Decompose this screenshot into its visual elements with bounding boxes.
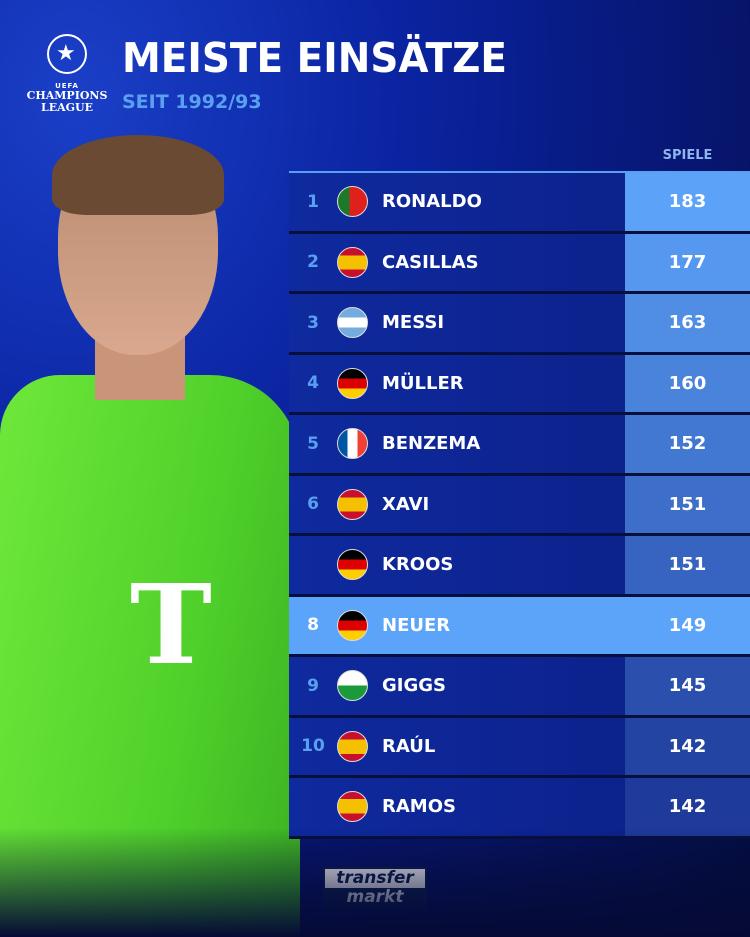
germany-flag-icon [337,549,368,581]
portugal-flag-icon [337,186,368,218]
rank: 1 [307,191,319,212]
player-name: BENZEMA [382,433,481,455]
champions-league-logo: UEFA CHAMPIONS LEAGUE [22,34,112,114]
table-row: 2 CASILLAS 177 [289,233,750,294]
brand-line2: markt [325,888,425,907]
spain-flag-icon [337,246,368,278]
table-row: 1 RONALDO 183 [289,173,750,234]
player-name: RONALDO [382,191,482,213]
rank: 6 [307,494,319,515]
table-row: RAMOS 142 [289,778,750,839]
table-row: 10 RAÚL 142 [289,717,750,778]
spain-flag-icon [337,488,368,520]
france-flag-icon [337,428,368,460]
spain-flag-icon [337,730,368,762]
games-value: 160 [625,354,750,412]
player-photo: T [0,130,330,937]
subtitle: SEIT 1992/93 [122,91,262,113]
page-title: MEISTE EINSÄTZE [122,34,507,82]
starball-icon [47,34,87,74]
column-header-spiele: SPIELE [662,148,713,163]
table-row: 3 MESSI 163 [289,294,750,355]
games-value: 151 [625,475,750,533]
rank: 8 [307,615,319,636]
germany-flag-icon [337,609,368,641]
table-row: KROOS 151 [289,536,750,597]
games-value: 145 [625,657,750,715]
player-name: MÜLLER [382,372,464,394]
table-row: 5 BENZEMA 152 [289,415,750,476]
spain-flag-icon [337,791,368,823]
player-name: GIGGS [382,675,446,697]
player-name: RAMOS [382,796,456,818]
logo-name2: LEAGUE [40,101,94,114]
player-name: MESSI [382,312,445,334]
player-hair [52,135,224,215]
player-name: KROOS [382,554,454,576]
table-row: 9 GIGGS 145 [289,657,750,718]
brand-line1: transfer [336,868,414,888]
germany-flag-icon [337,367,368,399]
games-value: 163 [625,294,750,352]
player-name: XAVI [382,493,430,515]
argentina-flag-icon [337,307,368,339]
games-value: 177 [625,233,750,291]
rank: 3 [307,312,319,333]
rank: 2 [307,252,319,273]
player-name: RAÚL [382,735,436,757]
games-value: 151 [625,536,750,594]
rank: 10 [301,736,325,757]
games-value: 149 [668,614,707,636]
games-value: 183 [625,173,750,231]
rank: 5 [307,433,319,454]
ranking-table: 1 RONALDO 183 2 CASILLAS 177 3 MESSI 163 4 … [289,171,750,839]
table-row: 8 NEUER 149 [289,596,750,657]
transfermarkt-logo: transfer markt [323,867,427,909]
games-value: 152 [625,415,750,473]
wales-flag-icon [337,670,368,702]
player-name: CASILLAS [382,251,479,273]
rank: 9 [307,675,319,696]
logo-name: CHAMPIONS [26,89,108,102]
rank: 4 [307,373,319,394]
games-value: 142 [625,717,750,775]
table-row: 6 XAVI 151 [289,475,750,536]
sponsor-logo: T [130,560,212,689]
logo-org: UEFA [55,82,79,90]
table-row: 4 MÜLLER 160 [289,354,750,415]
games-value: 142 [625,778,750,836]
player-name: NEUER [382,614,451,636]
